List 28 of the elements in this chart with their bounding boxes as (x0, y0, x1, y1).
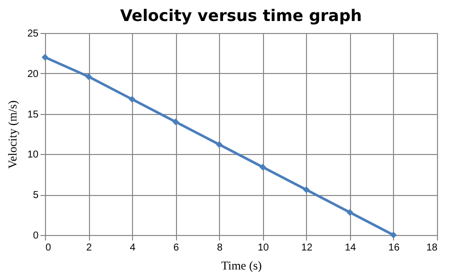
y-tick-label: 5 (32, 190, 39, 202)
point (302, 186, 310, 194)
point (172, 118, 180, 126)
x-tick-label: 2 (86, 242, 92, 254)
point (85, 73, 92, 80)
x-tick-label: 8 (216, 242, 223, 254)
point (259, 164, 266, 170)
chart-title: Velocity versus time graph (120, 6, 362, 25)
x-tick-label: 14 (344, 242, 356, 254)
y-tick-label: 15 (27, 109, 39, 120)
x-tick-label: 0 (46, 242, 52, 254)
point (42, 54, 48, 61)
point (390, 232, 397, 238)
x-tick-label: 18 (426, 242, 438, 254)
y-tick-label: 0 (32, 230, 39, 242)
y-tick-label: 10 (27, 150, 39, 161)
y-axis-title: Velocity (m/s) (5, 100, 20, 169)
x-tick-label: 4 (130, 242, 136, 254)
point (346, 209, 354, 216)
x-tick-label: 16 (388, 242, 400, 254)
x-tick-label: 6 (173, 242, 180, 254)
y-tick-label: 25 (27, 28, 39, 40)
y-tick-label: 20 (27, 68, 39, 80)
x-axis-title: Time (s) (221, 258, 262, 272)
point (216, 141, 223, 148)
x-tick-label: 12 (301, 242, 313, 254)
x-tick-label: 10 (258, 242, 270, 254)
point (128, 96, 136, 103)
